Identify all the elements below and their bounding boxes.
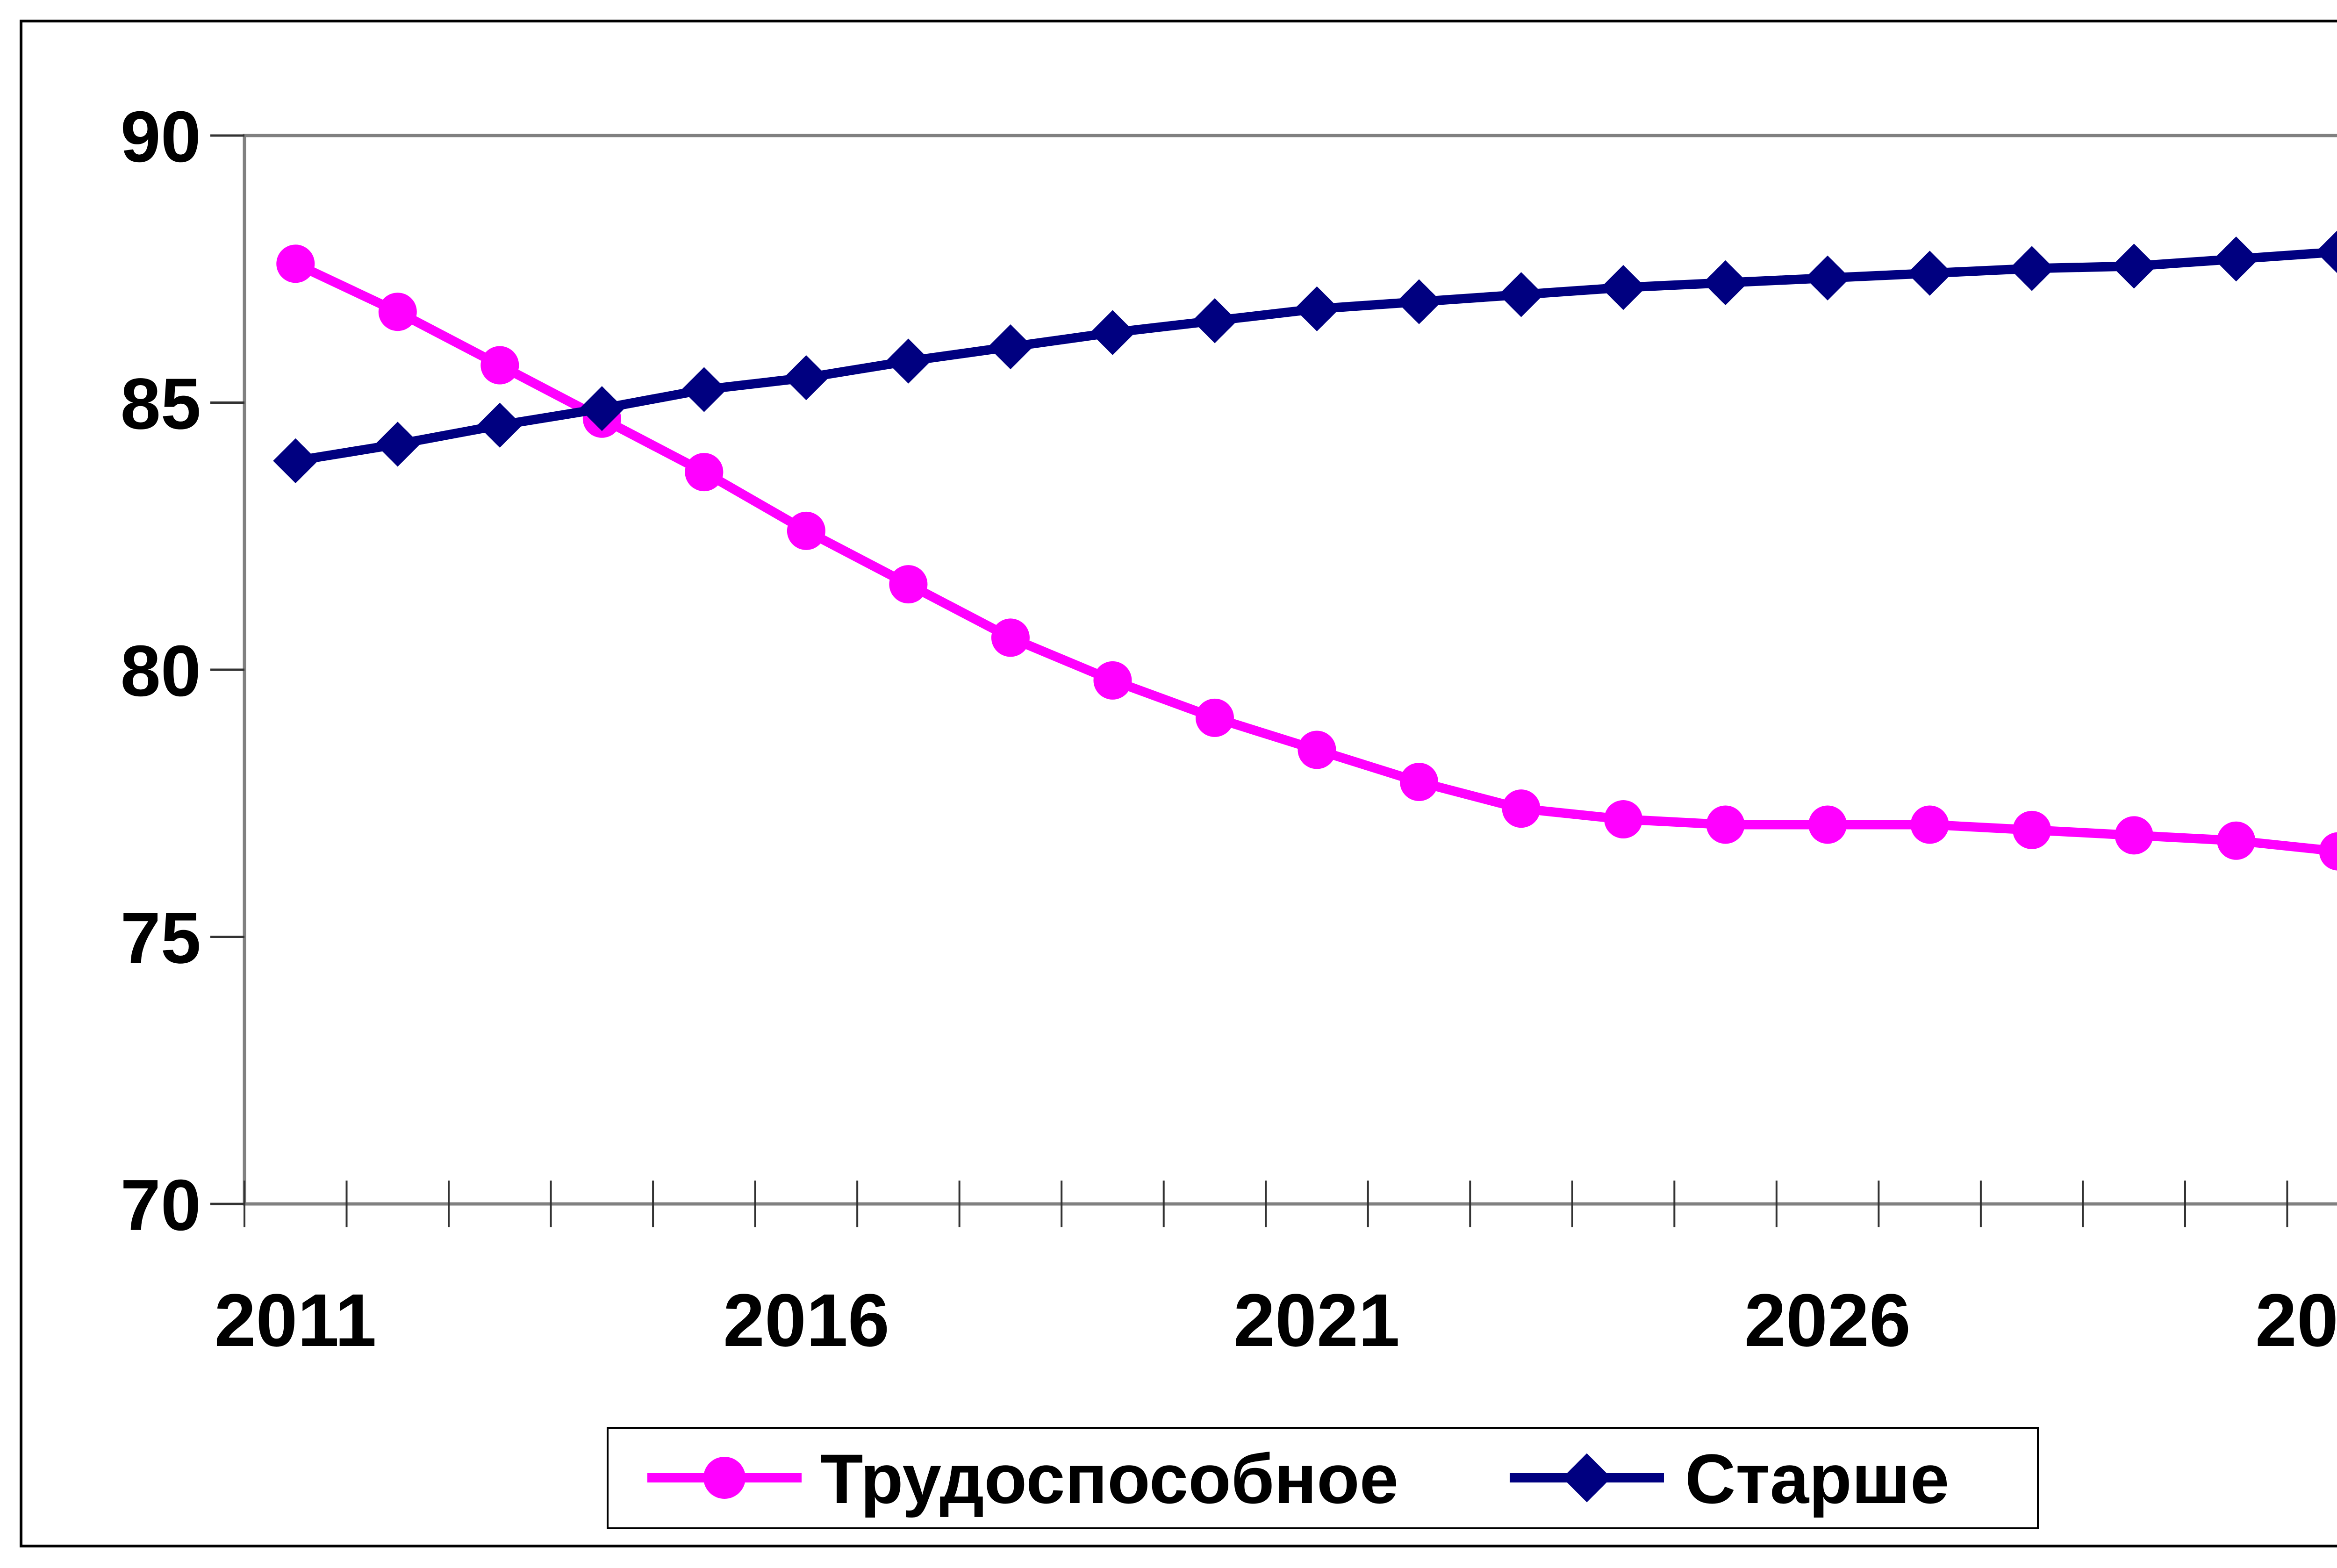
data-point-diamond xyxy=(375,422,420,467)
data-point-circle xyxy=(2013,810,2051,849)
x-axis-label-2026: 2026 xyxy=(1744,1278,1911,1362)
left-axis-label-85: 85 xyxy=(121,363,201,444)
legend-label-working: Трудоспособное xyxy=(820,1439,1398,1518)
data-point-diamond xyxy=(579,386,624,431)
legend-entry-working: Трудоспособное xyxy=(647,1439,1398,1518)
data-point-diamond xyxy=(1192,298,1238,344)
data-point-diamond xyxy=(1805,255,1850,301)
x-axis-label-2031: 2031 xyxy=(2255,1278,2337,1362)
data-point-diamond xyxy=(783,355,829,401)
data-point-diamond xyxy=(1600,265,1646,310)
data-point-diamond xyxy=(2009,246,2055,291)
data-point-circle xyxy=(1706,805,1745,844)
data-point-diamond xyxy=(1090,310,1135,355)
data-point-circle xyxy=(276,244,315,283)
data-point-diamond xyxy=(477,402,523,448)
legend-label-older: Старше xyxy=(1685,1439,1949,1518)
data-point-diamond xyxy=(988,324,1033,370)
axis-ticks xyxy=(210,134,2288,1227)
plot-border xyxy=(243,134,2337,1206)
data-point-diamond xyxy=(681,367,727,412)
left-axis-label-75: 75 xyxy=(121,897,201,978)
data-point-diamond xyxy=(1498,272,1544,317)
x-axis-label-2021: 2021 xyxy=(1233,1278,1400,1362)
data-point-circle xyxy=(685,453,724,492)
data-point-circle xyxy=(1093,661,1132,700)
data-point-diamond xyxy=(2111,243,2157,289)
data-point-circle xyxy=(2115,816,2153,855)
data-point-circle xyxy=(2319,832,2337,871)
data-point-circle xyxy=(1502,789,1541,828)
left-axis-label-90: 90 xyxy=(121,96,201,177)
data-point-diamond xyxy=(886,338,931,384)
data-point-circle xyxy=(991,618,1030,657)
legend-entry-older: Старше xyxy=(1510,1439,1949,1518)
data-point-circle xyxy=(378,293,417,331)
left-axis-label-80: 80 xyxy=(121,630,201,711)
legend: Трудоспособное Старше xyxy=(607,1427,2039,1529)
data-point-circle xyxy=(1195,698,1234,737)
data-point-circle xyxy=(1604,800,1643,839)
left-axis-label-70: 70 xyxy=(121,1165,201,1246)
data-point-circle xyxy=(480,346,519,385)
data-point-diamond xyxy=(273,438,318,484)
data-point-diamond xyxy=(2214,236,2259,282)
data-point-circle xyxy=(1808,805,1847,844)
data-point-diamond xyxy=(1703,260,1748,306)
series-circle xyxy=(276,244,2337,871)
data-point-circle xyxy=(2217,821,2256,860)
data-point-circle xyxy=(787,511,825,550)
data-point-diamond xyxy=(1294,286,1340,331)
data-point-diamond xyxy=(1907,251,1952,296)
series-layer xyxy=(273,229,2337,871)
data-point-diamond xyxy=(1396,279,1442,324)
data-point-circle xyxy=(1910,805,1949,844)
figure-border xyxy=(20,20,2337,1547)
legend-circle-marker-icon xyxy=(703,1457,746,1499)
data-point-circle xyxy=(889,565,928,604)
x-axis-label-2011: 2011 xyxy=(214,1278,376,1362)
data-point-circle xyxy=(1298,730,1336,769)
legend-diamond-marker-icon xyxy=(1562,1453,1612,1503)
data-point-circle xyxy=(1400,763,1439,802)
x-axis-label-2016: 2016 xyxy=(723,1278,889,1362)
x-axis-labels: 2011 2016 2021 2026 2031 xyxy=(214,1278,2337,1362)
data-point-diamond xyxy=(2315,229,2337,275)
left-axis-labels: 90 85 80 75 70 xyxy=(121,96,201,1246)
series-diamond xyxy=(273,229,2337,484)
legend-box xyxy=(607,1427,2039,1529)
